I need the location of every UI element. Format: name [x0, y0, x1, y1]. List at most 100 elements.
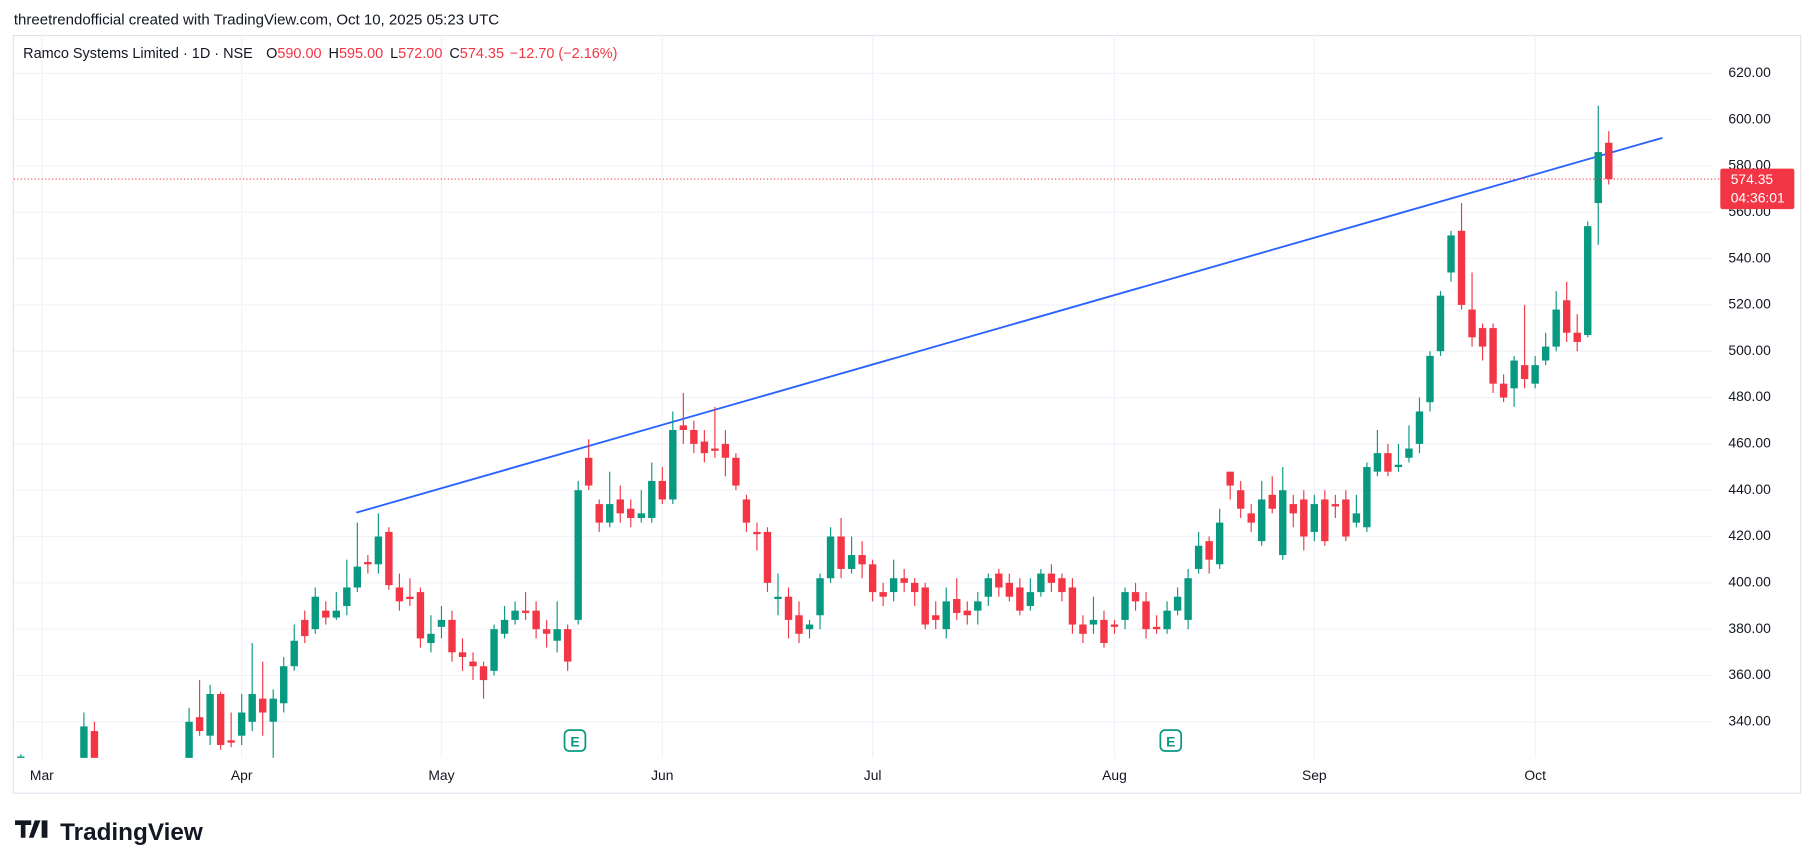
candle-body	[1058, 578, 1066, 593]
earnings-label: E	[1166, 733, 1175, 749]
y-tick-label: 400.00	[1728, 574, 1771, 590]
candle-body	[1331, 504, 1340, 507]
earnings-marker[interactable]: E	[563, 729, 587, 752]
earnings-label: E	[570, 733, 579, 749]
candle-body	[721, 443, 730, 458]
candle-body	[290, 640, 298, 667]
candle-body	[1436, 295, 1445, 352]
candle-body	[1457, 230, 1466, 305]
candle-body	[847, 555, 856, 569]
candle-body	[248, 694, 256, 722]
candle-body	[1468, 309, 1476, 338]
x-tick-label: Aug	[1102, 767, 1127, 783]
candle-body	[406, 596, 414, 600]
candle-body	[1026, 592, 1035, 606]
candle-body	[606, 504, 614, 523]
x-tick-label: Jun	[651, 767, 673, 783]
candle-body	[805, 624, 814, 630]
candle-body	[984, 578, 993, 597]
candle-body	[784, 596, 793, 620]
legend-value: 572.00	[398, 46, 442, 62]
candle-body	[1541, 346, 1550, 361]
candle-body	[490, 629, 498, 671]
candle-body	[1184, 578, 1192, 620]
candle-body	[1573, 332, 1581, 342]
candle-body	[858, 555, 866, 565]
candles	[17, 105, 1613, 758]
candle-body	[921, 587, 929, 625]
candle-body	[1194, 545, 1203, 569]
candle-body	[900, 578, 908, 583]
candle-body	[1499, 383, 1508, 398]
candle-body	[1342, 499, 1350, 537]
candle-body	[185, 721, 193, 758]
candle-body	[753, 531, 761, 535]
x-tick-label: Apr	[231, 767, 253, 783]
candle-body	[742, 499, 751, 523]
candle-body	[1373, 453, 1382, 472]
candle-body	[532, 610, 540, 630]
last-price-box	[1720, 168, 1795, 210]
candle-body	[1100, 619, 1108, 644]
candle-body	[458, 652, 467, 657]
candle-body	[826, 536, 835, 579]
x-tick-label: Oct	[1524, 767, 1546, 783]
candle-body	[479, 666, 488, 681]
y-tick-label: 480.00	[1728, 388, 1771, 404]
candle-body	[542, 629, 551, 634]
candle-body	[1552, 309, 1560, 347]
candle-body	[732, 457, 740, 486]
candle-body	[1131, 592, 1140, 602]
candle-body	[963, 610, 971, 616]
candle-body	[332, 610, 341, 618]
y-tick-label: 420.00	[1728, 527, 1771, 543]
candle-body	[1321, 499, 1329, 542]
candle-body	[910, 582, 919, 593]
candle-body	[637, 513, 645, 518]
candle-body	[216, 694, 225, 745]
candle-body	[427, 633, 435, 644]
candle-body	[700, 441, 709, 454]
candle-body	[1605, 142, 1613, 180]
candle-body	[932, 615, 940, 620]
candle-body	[448, 619, 456, 653]
candle-body	[237, 712, 246, 736]
candle-body	[1310, 504, 1319, 532]
legend-key: L	[390, 46, 398, 62]
candle-body	[280, 666, 288, 704]
candle-body	[1089, 619, 1098, 625]
x-tick-label: Jul	[864, 767, 882, 783]
candle-body	[711, 448, 719, 451]
candle-body	[1520, 365, 1529, 380]
candle-body	[374, 536, 383, 565]
earnings-marker[interactable]: E	[1159, 729, 1183, 752]
candle-body	[658, 480, 667, 500]
chart-frame	[12, 34, 1802, 794]
y-tick-label: 600.00	[1728, 110, 1771, 126]
legend-symbol: Ramco Systems Limited · 1D · NSE	[23, 46, 253, 62]
candle-body	[574, 490, 582, 620]
y-tick-label: 440.00	[1728, 481, 1771, 497]
legend-value: 590.00	[277, 46, 321, 62]
branding-text: TradingView	[60, 819, 203, 846]
earnings-box	[1159, 729, 1183, 752]
candle-body	[1047, 573, 1056, 583]
x-tick-label: Mar	[30, 767, 54, 783]
legend-value: 574.35	[460, 46, 504, 62]
candle-body	[1152, 626, 1161, 630]
candle-body	[942, 601, 950, 630]
candle-body	[679, 425, 688, 430]
candle-body	[1394, 464, 1403, 468]
candle-body	[837, 536, 845, 569]
candle-body	[301, 619, 309, 637]
candle-body	[511, 610, 519, 620]
candle-body	[258, 698, 267, 713]
candle-body	[1258, 499, 1266, 542]
candle-body	[616, 499, 624, 514]
candle-body	[1279, 490, 1287, 556]
candle-body	[469, 661, 477, 667]
y-tick-label: 580.00	[1728, 157, 1771, 173]
x-tick-label: Sep	[1302, 767, 1327, 783]
candle-body	[1289, 504, 1297, 514]
candle-body	[416, 592, 425, 639]
